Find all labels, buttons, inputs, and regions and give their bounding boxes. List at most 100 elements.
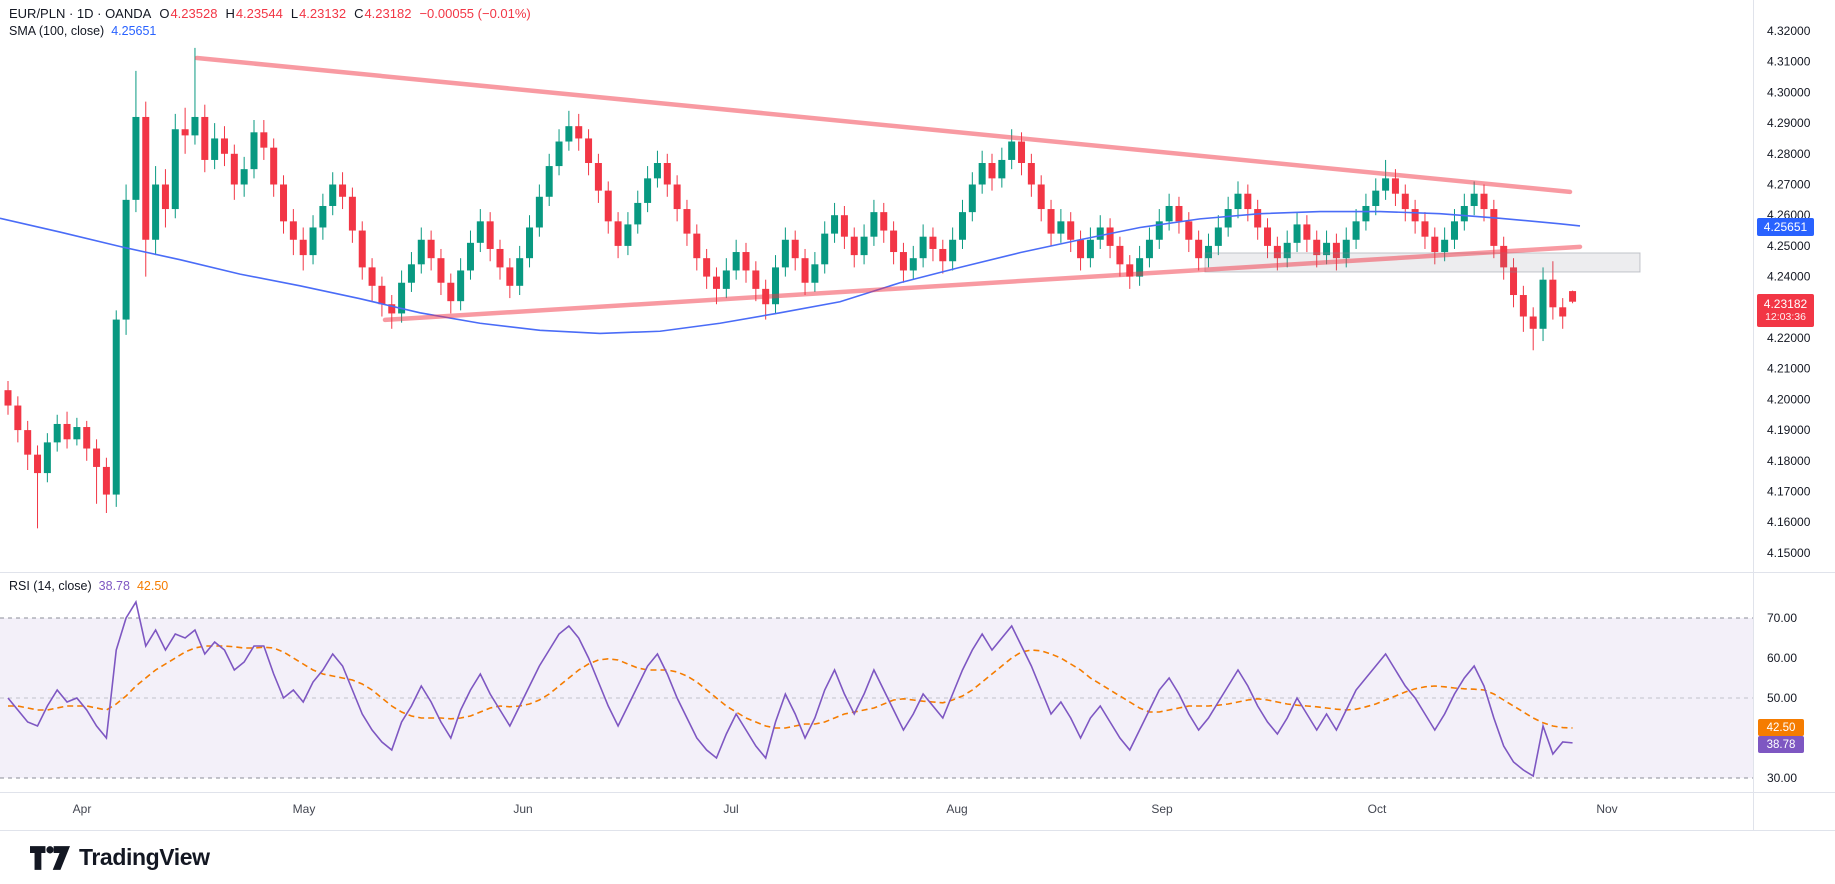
candle-down [1264, 218, 1272, 259]
candle-down [890, 221, 898, 265]
price-axis-label: 4.15000 [1767, 546, 1811, 560]
candle-down [181, 107, 189, 154]
price-axis-label: 4.27000 [1767, 178, 1811, 192]
tradingview-logo-icon [30, 845, 70, 870]
price-axis-label: 4.25000 [1767, 239, 1811, 253]
candle-down [1254, 199, 1262, 240]
candle-down [703, 248, 711, 289]
last-price-value: 4.23182 [1763, 297, 1808, 311]
candle-down [575, 113, 583, 151]
candle-up [545, 153, 553, 206]
rsi-label: RSI (14, close) [9, 579, 92, 593]
candlestick-series [4, 47, 1577, 529]
candle-down [486, 212, 494, 262]
candle-down [161, 169, 169, 228]
candle-up [152, 166, 160, 256]
candle-up [919, 224, 927, 268]
sma-label: SMA (100, close) [9, 24, 105, 38]
support-zone-box[interactable] [1204, 252, 1641, 273]
candle-up [250, 120, 258, 179]
rsi-axis[interactable]: 70.00 60.00 50.00 30.00 [1767, 611, 1797, 785]
candle-up [909, 245, 917, 280]
rsi-value: 38.78 [98, 579, 130, 593]
candle-up [535, 184, 543, 237]
pane-separators [0, 0, 1835, 831]
price-axis-label: 4.29000 [1767, 116, 1811, 130]
candle-up [634, 190, 642, 234]
time-axis-label: Apr [73, 802, 92, 816]
candle-down [14, 396, 22, 443]
candle-down [280, 175, 288, 234]
rsi-legend[interactable]: RSI (14, close) 38.78 42.50 [9, 579, 168, 593]
candle-up [1136, 245, 1144, 286]
candle-down [270, 138, 278, 197]
rsi-ma-badge: 42.50 [1758, 719, 1804, 736]
candle-down [447, 273, 455, 314]
bar-countdown: 12:03:36 [1765, 311, 1806, 324]
candle-down [348, 187, 356, 243]
candle-up [171, 113, 179, 219]
candle-down [594, 153, 602, 203]
candle-down [289, 209, 297, 256]
price-axis-label: 4.30000 [1767, 85, 1811, 99]
candle-down [1431, 227, 1439, 265]
candle-down [1027, 153, 1035, 197]
candle-up [1165, 193, 1173, 231]
candle-up [624, 212, 632, 256]
symbol-legend[interactable]: EUR/PLN · 1D · OANDA O4.23528 H4.23544 L4.2… [9, 6, 531, 21]
rsi-series [7, 599, 1573, 778]
candle-down [1500, 236, 1508, 280]
candle-up [1293, 212, 1301, 253]
candle-down [1106, 218, 1114, 259]
time-axis-label: Oct [1368, 802, 1387, 816]
candle-up [1155, 209, 1163, 249]
time-axis[interactable]: Apr May Jun Jul Aug Sep Oct Nov [73, 802, 1618, 816]
candle-down [1510, 258, 1518, 308]
candle-up [978, 150, 986, 194]
rsi-axis-label: 50.00 [1767, 691, 1797, 705]
sma-legend[interactable]: SMA (100, close) 4.25651 [9, 24, 156, 38]
candle-down [260, 120, 268, 160]
trendlines[interactable] [194, 55, 1583, 323]
candle-up [772, 255, 780, 314]
candle-up [319, 193, 327, 240]
tradingview-logo[interactable]: TradingView [30, 844, 210, 871]
candle-up [1145, 227, 1153, 268]
candle-down [142, 101, 150, 277]
candle-down [1332, 233, 1340, 271]
candle-up [526, 215, 534, 268]
candle-up [407, 252, 415, 292]
candle-down [368, 258, 376, 302]
candle-down [988, 153, 996, 191]
candle-down [663, 153, 671, 197]
price-axis[interactable]: 4.32000 4.31000 4.30000 4.29000 4.28000 4.270… [1767, 24, 1811, 560]
candle-down [1490, 199, 1498, 259]
candle-up [1214, 215, 1222, 256]
rsi-axis-label: 30.00 [1767, 771, 1797, 785]
candle-up [722, 258, 730, 299]
rsi-band [0, 617, 1753, 779]
candle-down [1569, 290, 1577, 304]
candle-down [752, 261, 760, 302]
candle-down [378, 276, 386, 317]
price-axis-label: 4.22000 [1767, 331, 1811, 345]
time-axis-label: Jul [723, 802, 738, 816]
price-axis-label: 4.21000 [1767, 362, 1811, 376]
candle-up [1086, 227, 1094, 268]
candle-up [309, 215, 317, 265]
candle-down [83, 420, 91, 461]
candle-up [1460, 193, 1468, 231]
candle-down [1037, 175, 1045, 222]
rsi-axis-label: 60.00 [1767, 651, 1797, 665]
ohlc-close-value: 4.23182 [364, 6, 412, 21]
candle-down [34, 445, 42, 529]
price-axis-label: 4.28000 [1767, 147, 1811, 161]
time-axis-label: Sep [1151, 802, 1173, 816]
candle-up [53, 414, 61, 452]
candle-up [958, 199, 966, 249]
candle-up [565, 110, 573, 151]
time-axis-label: Nov [1596, 802, 1617, 816]
candle-up [1372, 178, 1380, 216]
candle-up [998, 147, 1006, 188]
